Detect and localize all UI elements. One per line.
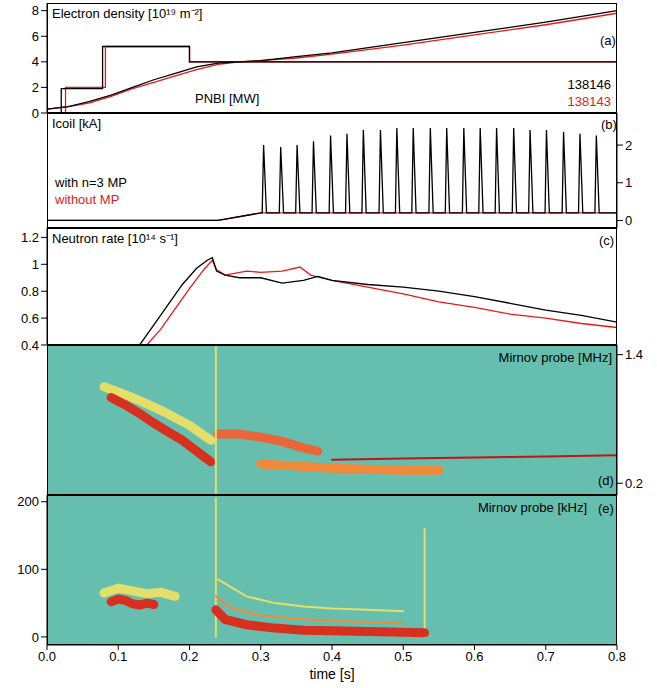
svg-text:0.7: 0.7 — [537, 649, 555, 664]
html-text:Neutron rate [10¹⁴ s⁻¹]: Neutron rate [10¹⁴ s⁻¹] — [52, 231, 178, 246]
svg-text:0.6: 0.6 — [21, 311, 39, 326]
html-text:(a): (a) — [600, 33, 616, 48]
svg-text:0.6: 0.6 — [465, 649, 483, 664]
svg-text:0.3: 0.3 — [252, 649, 270, 664]
svg-text:0.0: 0.0 — [38, 649, 56, 664]
svg-text:0.1: 0.1 — [109, 649, 127, 664]
svg-text:1.4: 1.4 — [625, 347, 643, 362]
svg-text:0.2: 0.2 — [625, 476, 643, 491]
svg-text:200: 200 — [17, 494, 39, 509]
svg-text:time [s]: time [s] — [309, 666, 354, 682]
html-text:with n=3 MP: with n=3 MP — [55, 175, 127, 190]
svg-text:0.8: 0.8 — [21, 284, 39, 299]
html-text:138143: 138143 — [567, 94, 611, 109]
html-text:(c): (c) — [599, 233, 615, 248]
html-text:without MP: without MP — [55, 192, 120, 207]
svg-text:1.2: 1.2 — [21, 230, 39, 245]
html-text:(b): (b) — [601, 117, 617, 132]
svg-text:0.4: 0.4 — [323, 649, 341, 664]
svg-text:1: 1 — [625, 175, 632, 190]
html-text:(e): (e) — [598, 501, 614, 516]
html-text:PNBI [MW]: PNBI [MW] — [195, 91, 260, 106]
svg-text:0: 0 — [32, 106, 39, 121]
svg-text:8: 8 — [32, 3, 39, 18]
html-text:Mirnov probe [kHz]: Mirnov probe [kHz] — [477, 500, 587, 515]
html-text:138146: 138146 — [567, 77, 611, 92]
svg-text:2: 2 — [625, 138, 632, 153]
svg-text:6: 6 — [32, 29, 39, 44]
html-text:Icoil [kA]: Icoil [kA] — [52, 116, 102, 131]
svg-text:0.8: 0.8 — [608, 649, 626, 664]
svg-text:2: 2 — [32, 80, 39, 95]
svg-text:100: 100 — [17, 562, 39, 577]
svg-text:0: 0 — [32, 630, 39, 645]
svg-text:1: 1 — [32, 257, 39, 272]
html-text:Mirnov probe [MHz]: Mirnov probe [MHz] — [498, 350, 612, 365]
html-text:(d): (d) — [598, 473, 614, 488]
svg-text:0.2: 0.2 — [180, 649, 198, 664]
svg-text:0.4: 0.4 — [21, 338, 39, 353]
svg-text:0: 0 — [625, 213, 632, 228]
svg-text:4: 4 — [32, 54, 39, 69]
html-text:Electron density [10¹⁹ m⁻²]: Electron density [10¹⁹ m⁻²] — [52, 6, 203, 21]
svg-text:0.5: 0.5 — [394, 649, 412, 664]
